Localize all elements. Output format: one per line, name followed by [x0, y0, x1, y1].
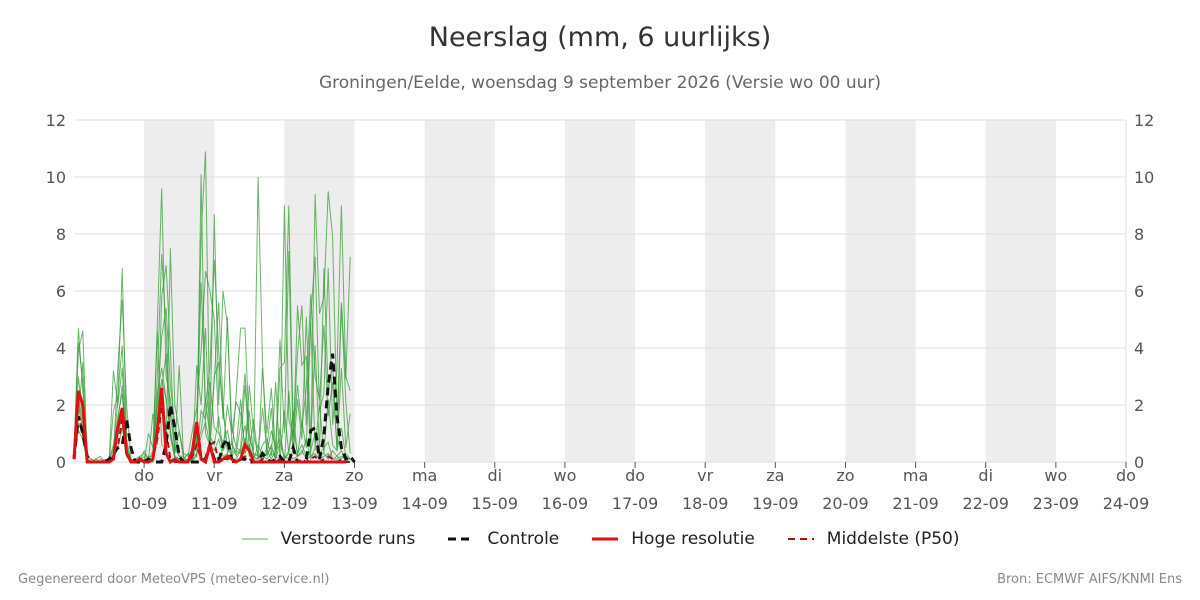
x-tick-date: 24-09 [1103, 494, 1150, 513]
x-tick-date: 15-09 [472, 494, 519, 513]
y-tick-label: 6 [56, 282, 66, 301]
y-axis-right: 0 2 4 6 8 10 12 [1134, 111, 1154, 472]
x-tick-day: vr [206, 466, 222, 485]
x-tick-date: 18-09 [682, 494, 729, 513]
y-tick-label: 8 [56, 225, 66, 244]
legend-median-label: Middelste (P50) [826, 529, 960, 549]
legend-hires-swatch [592, 537, 619, 541]
y-tick-label-right: 8 [1134, 225, 1144, 244]
legend-control-swatch [448, 537, 475, 541]
x-tick-day: za [275, 466, 293, 485]
legend-item-control[interactable]: Controle [447, 529, 559, 549]
y-tick-label: 12 [46, 111, 66, 130]
x-tick-day: zo [836, 466, 854, 485]
y-tick-label: 4 [56, 339, 66, 358]
y-tick-label: 0 [56, 453, 66, 472]
perturbed-run-line [73, 342, 351, 463]
x-tick-date: 22-09 [962, 494, 1009, 513]
x-tick-date: 23-09 [1033, 494, 1080, 513]
x-tick-day: wo [553, 466, 576, 485]
y-tick-label-right: 10 [1134, 168, 1154, 187]
x-tick-date: 13-09 [331, 494, 378, 513]
chart-title: Neerslag (mm, 6 uurlijks) [428, 22, 772, 53]
perturbed-run-line [73, 205, 351, 463]
legend-perturbed-label: Verstoorde runs [280, 529, 416, 549]
legend: Verstoorde runs Controle Hoge resolutie … [0, 529, 1200, 549]
hires-line [72, 387, 346, 465]
x-tick-date: 20-09 [822, 494, 869, 513]
legend-perturbed-swatch [241, 538, 268, 540]
x-tick-day: ma [412, 466, 437, 485]
x-tick-date: 12-09 [261, 494, 308, 513]
x-tick-date: 10-09 [121, 494, 168, 513]
x-tick-day: wo [1044, 466, 1067, 485]
x-tick-date: 17-09 [612, 494, 659, 513]
perturbed-run-line [73, 176, 351, 463]
legend-control-label: Controle [487, 529, 560, 549]
y-tick-label-right: 4 [1134, 339, 1144, 358]
x-tick-day: za [766, 466, 784, 485]
x-tick-date: 21-09 [892, 494, 939, 513]
y-tick-label-right: 2 [1134, 396, 1144, 415]
y-tick-label-right: 6 [1134, 282, 1144, 301]
legend-item-hires[interactable]: Hoge resolutie [591, 529, 755, 549]
legend-item-median[interactable]: Middelste (P50) [787, 529, 960, 549]
x-tick-day: do [625, 466, 645, 485]
footer-source: Bron: ECMWF AIFS/KNMI Ens [997, 572, 1182, 587]
x-tick-day: do [134, 466, 154, 485]
x-tick-day: ma [903, 466, 928, 485]
legend-item-perturbed[interactable]: Verstoorde runs [241, 529, 416, 549]
y-tick-label: 10 [46, 168, 66, 187]
y-tick-label-right: 12 [1134, 111, 1154, 130]
x-tick-date: 11-09 [191, 494, 238, 513]
x-tick-date: 14-09 [401, 494, 448, 513]
x-tick-date: 16-09 [542, 494, 589, 513]
y-tick-label-right: 0 [1134, 453, 1144, 472]
legend-median-swatch [787, 538, 814, 540]
x-tick-day: do [1116, 466, 1136, 485]
legend-hires-label: Hoge resolutie [631, 529, 755, 549]
footer-generator: Gegenereerd door MeteoVPS (meteo-service… [18, 572, 330, 587]
y-tick-label: 2 [56, 396, 66, 415]
perturbed-run-line [73, 379, 351, 463]
x-axis: do 10-09 vr 11-09 za 12-09 zo 13-09 ma 14-09 di 15-… [121, 462, 1149, 513]
chart-subtitle: Groningen/Eelde, woensdag 9 september 20… [318, 73, 882, 93]
y-axis-left: 0 2 4 6 8 10 12 [46, 111, 66, 472]
x-tick-day: zo [345, 466, 363, 485]
x-tick-day: vr [697, 466, 713, 485]
x-tick-date: 19-09 [752, 494, 799, 513]
x-tick-day: di [487, 466, 502, 485]
grid-lines [74, 119, 1127, 463]
x-tick-day: di [978, 466, 993, 485]
main-series [72, 353, 356, 465]
